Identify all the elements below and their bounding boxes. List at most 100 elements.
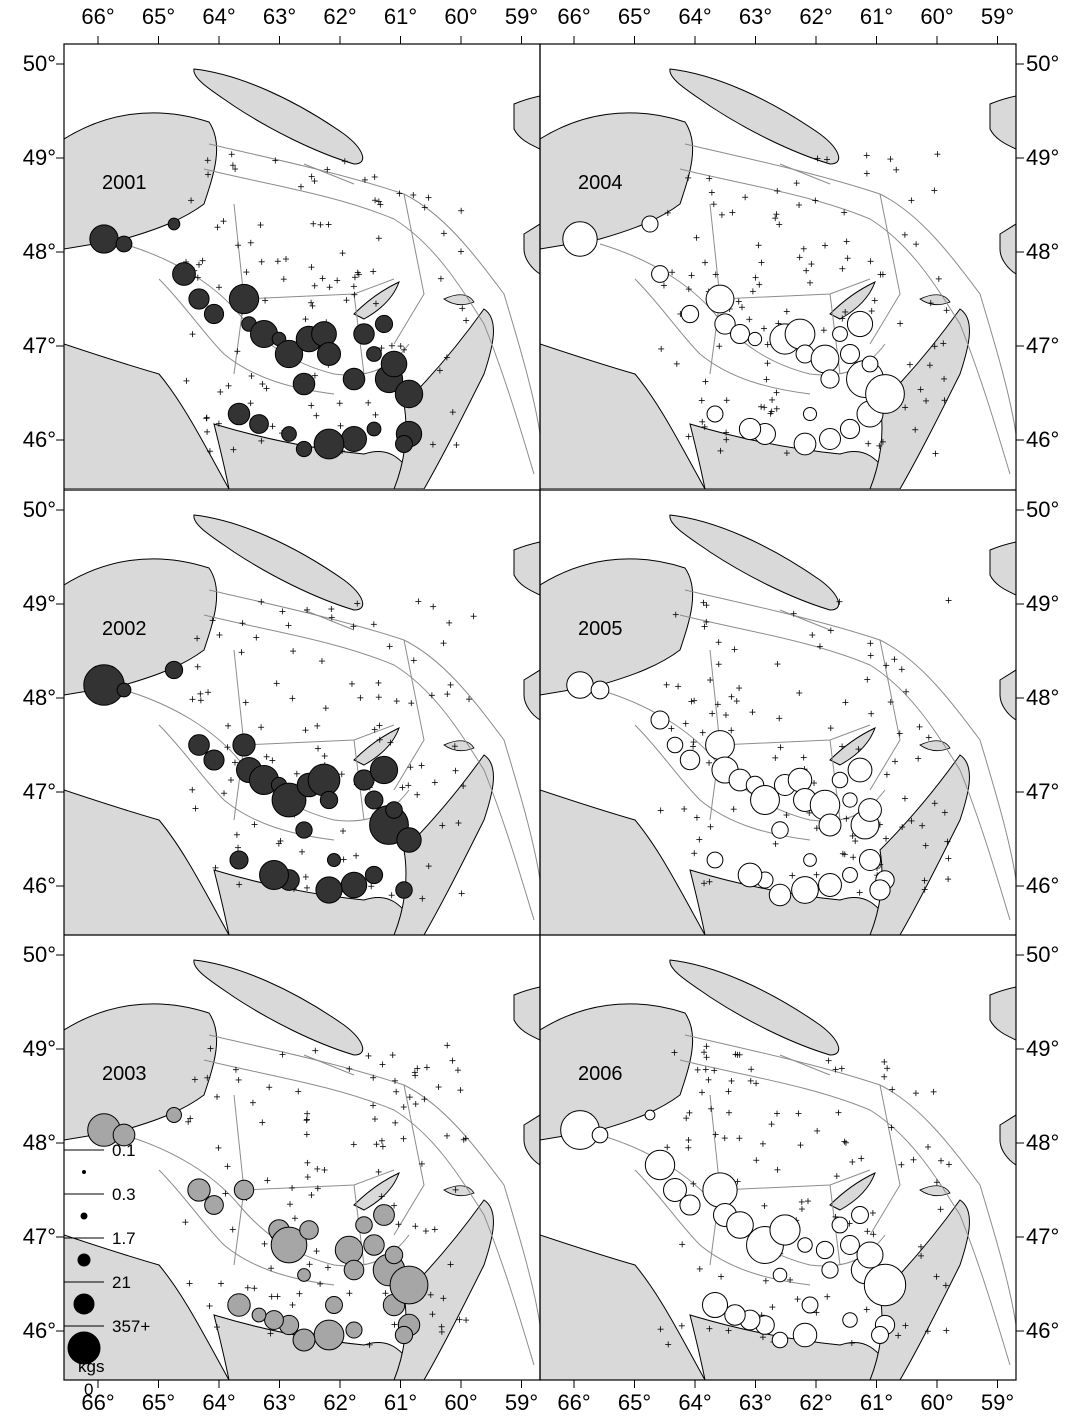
catch-circle bbox=[366, 346, 382, 362]
catch-circle bbox=[292, 372, 316, 396]
catch-circle bbox=[831, 1216, 849, 1234]
catch-circle bbox=[820, 369, 840, 389]
catch-circle bbox=[818, 427, 842, 451]
catch-symbols bbox=[83, 660, 422, 904]
map-panel-2005: 2005 bbox=[540, 490, 1016, 935]
catch-circle bbox=[750, 785, 780, 815]
catch-circle bbox=[292, 1328, 316, 1352]
latitude-label-right: 49° bbox=[1026, 591, 1059, 616]
catch-circle bbox=[663, 1178, 687, 1202]
catch-circle bbox=[792, 1322, 818, 1348]
catch-circle bbox=[797, 1237, 813, 1253]
catch-circle bbox=[821, 1261, 839, 1279]
latitude-label-right: 46° bbox=[1026, 1318, 1059, 1343]
catch-circle bbox=[747, 331, 763, 347]
basemap bbox=[64, 44, 540, 489]
catch-circle bbox=[832, 326, 848, 342]
longitude-label-top: 64° bbox=[202, 4, 235, 29]
catch-circle bbox=[666, 736, 684, 754]
catch-circle bbox=[233, 1179, 255, 1201]
catch-circle bbox=[839, 343, 861, 365]
catch-circle bbox=[295, 821, 313, 839]
longitude-label-bottom: 65° bbox=[618, 1390, 651, 1415]
catch-circle bbox=[343, 1259, 365, 1281]
catch-circle bbox=[325, 1296, 343, 1314]
latitude-label-left: 49° bbox=[23, 591, 56, 616]
latitude-label-left: 46° bbox=[23, 427, 56, 452]
longitude-label-bottom: 64° bbox=[678, 1390, 711, 1415]
catch-circle bbox=[801, 1296, 819, 1314]
catch-circle bbox=[679, 749, 701, 771]
catch-circle bbox=[259, 860, 289, 890]
catch-circle bbox=[706, 851, 724, 869]
catch-circle bbox=[738, 417, 762, 441]
latitude-label-left: 48° bbox=[23, 1130, 56, 1155]
legend-symbol bbox=[82, 1170, 86, 1174]
catch-circle bbox=[384, 1245, 404, 1265]
latitude-label-left: 50° bbox=[23, 51, 56, 76]
survey-stations bbox=[183, 151, 470, 455]
latitude-label-right: 46° bbox=[1026, 873, 1059, 898]
latitude-label-left: 47° bbox=[23, 333, 56, 358]
catch-circle bbox=[385, 801, 403, 819]
latitude-label-left: 47° bbox=[23, 779, 56, 804]
catch-circle bbox=[846, 310, 874, 338]
catch-circle bbox=[373, 1204, 395, 1226]
catch-circle bbox=[562, 221, 598, 257]
survey-stations bbox=[189, 598, 477, 902]
catch-circle bbox=[802, 406, 818, 422]
basemap bbox=[540, 490, 1016, 935]
latitude-label-left: 46° bbox=[23, 873, 56, 898]
longitude-label-bottom: 59° bbox=[505, 1390, 538, 1415]
catch-circle bbox=[326, 852, 342, 868]
catch-circle bbox=[264, 1310, 284, 1330]
longitude-label-top: 63° bbox=[263, 4, 296, 29]
catch-circle bbox=[295, 440, 313, 458]
catch-circle bbox=[187, 1178, 211, 1202]
catch-circle bbox=[188, 288, 210, 310]
catch-circle bbox=[702, 1172, 738, 1208]
longitude-label-bottom: 62° bbox=[799, 1390, 832, 1415]
catch-circle bbox=[856, 1241, 884, 1269]
longitude-label-top: 66° bbox=[557, 4, 590, 29]
catch-circle bbox=[395, 435, 413, 453]
basemap bbox=[540, 44, 1016, 489]
catch-circle bbox=[705, 730, 735, 760]
catch-circle bbox=[815, 1240, 835, 1260]
catch-circle bbox=[364, 790, 384, 810]
map-panel-2003: 2003 bbox=[64, 935, 540, 1380]
longitude-label-bottom: 66° bbox=[81, 1390, 114, 1415]
catch-circle bbox=[842, 867, 858, 883]
catch-circle bbox=[316, 341, 342, 367]
catch-circle bbox=[861, 355, 879, 373]
catch-circle bbox=[203, 303, 225, 325]
catch-circle bbox=[319, 790, 339, 810]
panel-year-label: 2002 bbox=[102, 618, 147, 640]
catch-circle bbox=[818, 813, 842, 837]
longitude-label-top: 60° bbox=[920, 4, 953, 29]
catch-circle bbox=[366, 421, 382, 437]
longitude-label-bottom: 65° bbox=[142, 1390, 175, 1415]
catch-circle bbox=[650, 710, 670, 730]
catch-symbols bbox=[87, 1107, 429, 1352]
catch-circle bbox=[771, 821, 789, 839]
latitude-label-right: 47° bbox=[1026, 779, 1059, 804]
catch-circle bbox=[227, 1293, 251, 1317]
legend-symbol bbox=[67, 1331, 101, 1365]
map-panel-2002: 2002 bbox=[64, 490, 540, 935]
catch-circle bbox=[871, 1326, 889, 1344]
longitude-label-bottom: 63° bbox=[263, 1390, 296, 1415]
panel-year-label: 2003 bbox=[102, 1063, 147, 1085]
catch-circle bbox=[705, 284, 735, 314]
catch-circle bbox=[858, 848, 882, 872]
catch-circle bbox=[768, 883, 792, 907]
catch-circle bbox=[840, 1235, 860, 1255]
catch-circle bbox=[839, 418, 861, 440]
latitude-label-left: 50° bbox=[23, 942, 56, 967]
catch-circle bbox=[172, 262, 196, 286]
catch-circle bbox=[679, 1194, 701, 1216]
map-panel-2001: 2001 bbox=[64, 44, 540, 489]
legend-symbol bbox=[73, 1293, 95, 1315]
catch-legend: 0.1 0.3 1.7 21 357+ kgs 0 bbox=[64, 1141, 150, 1399]
basemap bbox=[540, 935, 1016, 1380]
